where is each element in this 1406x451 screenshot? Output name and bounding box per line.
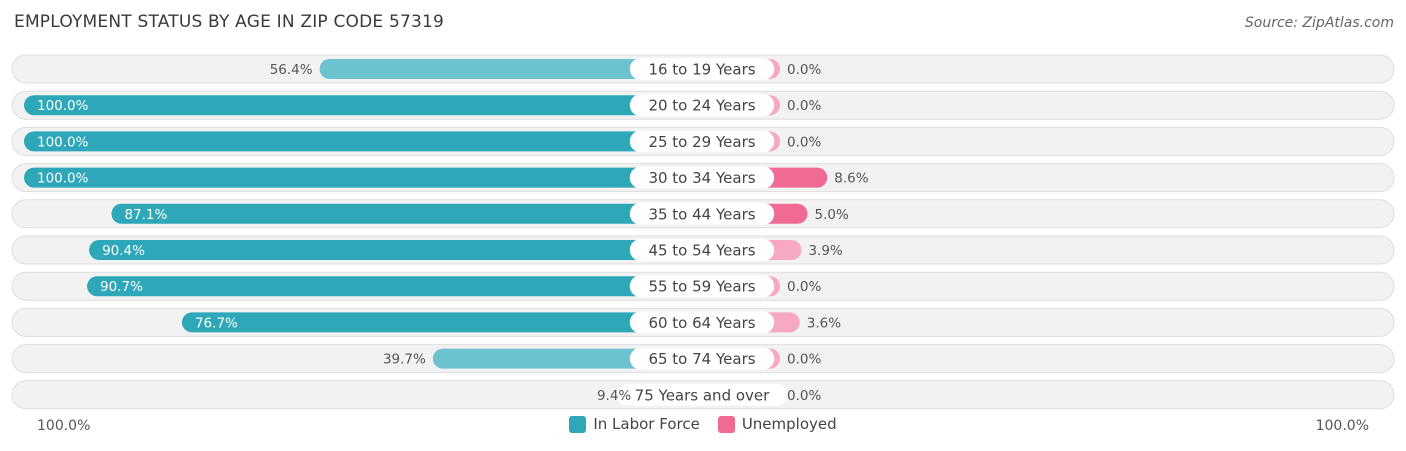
value-label-labor-force: 39.7%	[383, 352, 426, 368]
value-label-unemployed: 3.9%	[808, 243, 842, 259]
category-pill	[629, 347, 775, 370]
value-label-labor-force: 90.4%	[102, 243, 145, 259]
value-label-labor-force: 56.4%	[270, 62, 313, 78]
value-label-unemployed: 0.0%	[787, 388, 821, 404]
value-label-unemployed: 8.6%	[834, 171, 868, 187]
category-label: 30 to 34 Years	[648, 169, 755, 187]
category-label: 16 to 19 Years	[648, 61, 755, 79]
legend-item-unemployed[interactable]: Unemployed	[717, 415, 837, 433]
bar-labor-force	[181, 312, 702, 333]
chart-source: Source: ZipAtlas.com	[1244, 15, 1394, 31]
chart-canvas: 16 to 19 Years 56.4% 0.0% 20 to 24 Years 100…	[11, 54, 1395, 410]
category-label: 35 to 44 Years	[648, 205, 755, 223]
category-pill	[616, 383, 788, 406]
axis-right-label: 100.0%	[1315, 418, 1369, 434]
category-label: 20 to 24 Years	[648, 97, 755, 115]
bar-labor-force	[89, 240, 702, 260]
category-label: 65 to 74 Years	[648, 350, 755, 368]
value-label-labor-force: 90.7%	[100, 279, 143, 295]
legend-label-unemployed: Unemployed	[741, 415, 837, 433]
legend-swatch-labor-force	[569, 415, 587, 433]
category-pill	[629, 311, 775, 334]
value-label-unemployed: 0.0%	[787, 134, 821, 150]
category-pill	[629, 58, 775, 80]
value-label-labor-force: 100.0%	[37, 171, 89, 187]
category-pill	[629, 275, 775, 298]
legend-label-labor-force: In Labor Force	[593, 415, 700, 433]
category-label: 60 to 64 Years	[648, 314, 755, 332]
legend-item-labor-force[interactable]: In Labor Force	[569, 415, 700, 433]
category-pill	[629, 166, 775, 189]
value-label-unemployed: 0.0%	[787, 62, 821, 78]
category-pill	[629, 239, 775, 261]
bar-labor-force	[87, 276, 702, 297]
bar-labor-force	[24, 95, 702, 116]
bar-labor-force	[24, 131, 702, 152]
value-label-labor-force: 87.1%	[124, 207, 167, 223]
category-pill	[629, 202, 775, 225]
bar-labor-force	[24, 167, 702, 188]
value-label-unemployed: 5.0%	[815, 207, 849, 223]
value-label-unemployed: 3.6%	[807, 315, 841, 331]
legend: In Labor Force Unemployed	[0, 415, 1406, 433]
chart-title: EMPLOYMENT STATUS BY AGE IN ZIP CODE 573…	[14, 12, 445, 32]
category-label: 25 to 29 Years	[648, 133, 755, 151]
bar-labor-force	[319, 59, 702, 79]
category-label: 75 Years and over	[635, 386, 770, 404]
legend-swatch-unemployed	[717, 415, 735, 433]
value-label-unemployed: 0.0%	[787, 279, 821, 295]
value-label-labor-force: 100.0%	[37, 134, 89, 150]
axis-left-label: 100.0%	[37, 418, 91, 434]
category-label: 45 to 54 Years	[648, 242, 755, 260]
bar-labor-force	[111, 203, 703, 224]
value-label-labor-force: 76.7%	[195, 315, 238, 331]
value-label-unemployed: 0.0%	[787, 352, 821, 368]
category-pill	[629, 94, 775, 117]
category-label: 55 to 59 Years	[648, 278, 755, 296]
value-label-unemployed: 0.0%	[787, 98, 821, 114]
value-label-labor-force: 100.0%	[37, 98, 89, 114]
value-label-labor-force: 9.4%	[597, 388, 631, 404]
category-pill	[629, 130, 775, 153]
